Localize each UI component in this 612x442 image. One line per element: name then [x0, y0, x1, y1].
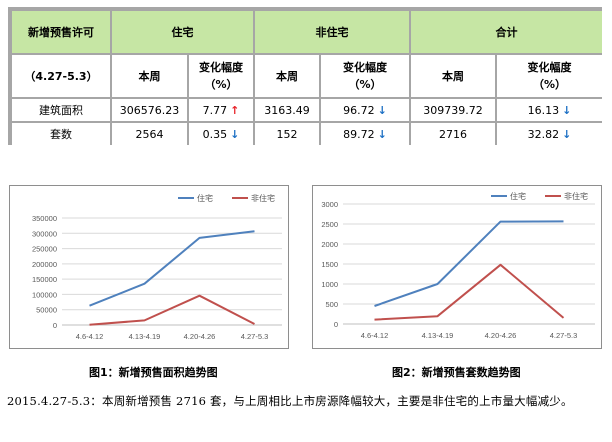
series-line-residential	[89, 230, 255, 307]
table-row: 套数 2564 0.35 ↓ 152 89.72 ↓ 2716 32.82 ↓	[12, 123, 602, 145]
legend-label: 住宅	[197, 193, 213, 203]
y-tick-label: 0	[334, 320, 338, 329]
cell-non-week-units: 152	[255, 123, 319, 145]
sub-header-change: 变化幅度 （%）	[497, 55, 602, 97]
cell-tot-change-area: 16.13 ↓	[497, 99, 602, 121]
group-header-residential: 住宅	[112, 11, 253, 53]
arrow-down-icon: ↓	[562, 127, 572, 141]
group-header-non-residential: 非住宅	[255, 11, 409, 53]
y-tick-label: 50000	[36, 306, 57, 315]
y-tick-label: 350000	[32, 214, 57, 223]
cell-res-week-units: 2564	[112, 123, 187, 145]
summary-text: 2015.4.27-5.3：本周新增预售 2716 套，与上周相比上市房源降幅较…	[7, 394, 573, 408]
stats-table-frame: 新增预售许可 住宅 非住宅 合计 （4.27-5.3） 本周 变化幅度 （%） 本…	[8, 7, 602, 145]
y-tick-label: 150000	[32, 275, 57, 284]
y-tick-label: 100000	[32, 290, 57, 299]
arrow-down-icon: ↓	[562, 103, 572, 117]
table-title: 新增预售许可	[12, 11, 110, 53]
cell-tot-change-units: 32.82 ↓	[497, 123, 602, 145]
y-tick-label: 250000	[32, 245, 57, 254]
cell-res-change-area: 7.77 ↑	[189, 99, 253, 121]
x-tick-label: 4.6-4.12	[76, 332, 104, 341]
x-tick-label: 4.27-5.3	[241, 332, 269, 341]
y-tick-label: 3000	[321, 200, 338, 209]
area-trend-chart: 0 50000 100000 150000 200000 250000 300000 3500…	[9, 185, 289, 349]
area-trend-chart-svg: 0 50000 100000 150000 200000 250000 300000 3500…	[32, 193, 282, 341]
cell-non-change-units: 89.72 ↓	[321, 123, 409, 145]
sub-header-change: 变化幅度 （%）	[189, 55, 253, 97]
legend-label: 非住宅	[564, 191, 588, 201]
row-label-area: 建筑面积	[12, 99, 110, 121]
table-period: （4.27-5.3）	[12, 55, 110, 97]
cell-res-change-units: 0.35 ↓	[189, 123, 253, 145]
sub-header-change: 变化幅度 （%）	[321, 55, 409, 97]
x-tick-label: 4.13-4.19	[422, 331, 454, 340]
presale-stats-table: 新增预售许可 住宅 非住宅 合计 （4.27-5.3） 本周 变化幅度 （%） 本…	[10, 9, 604, 147]
y-tick-label: 0	[53, 321, 57, 330]
cell-tot-week-units: 2716	[411, 123, 495, 145]
x-tick-label: 4.27-5.3	[550, 331, 578, 340]
series-line-non-residential	[89, 294, 255, 326]
cell-non-week-area: 3163.49	[255, 99, 319, 121]
sub-header-week: 本周	[112, 55, 187, 97]
group-header-total: 合计	[411, 11, 602, 53]
cell-res-week-area: 306576.23	[112, 99, 187, 121]
sub-header-week: 本周	[411, 55, 495, 97]
series-line-non-residential	[374, 263, 565, 321]
legend-label: 住宅	[510, 191, 526, 201]
chart-caption-units: 图2：新增预售套数趋势图	[392, 366, 521, 379]
y-tick-label: 2500	[321, 220, 338, 229]
arrow-up-icon: ↑	[230, 103, 240, 117]
units-trend-chart-svg: 0 500 1000 1500 2000 2500 3000 4.6-4.12 4.13-4.1…	[321, 191, 595, 340]
y-tick-label: 1000	[321, 280, 338, 289]
legend-label: 非住宅	[251, 193, 275, 203]
arrow-down-icon: ↓	[377, 103, 387, 117]
y-tick-label: 500	[325, 300, 338, 309]
cell-non-change-area: 96.72 ↓	[321, 99, 409, 121]
table-row: 建筑面积 306576.23 7.77 ↑ 3163.49 96.72 ↓ 3097…	[12, 99, 602, 121]
x-tick-label: 4.20-4.26	[184, 332, 216, 341]
series-line-residential	[374, 220, 564, 307]
arrow-down-icon: ↓	[377, 127, 387, 141]
y-tick-label: 300000	[32, 229, 57, 238]
y-tick-label: 2000	[321, 240, 338, 249]
x-tick-label: 4.13-4.19	[129, 332, 161, 341]
y-tick-label: 1500	[321, 260, 338, 269]
arrow-down-icon: ↓	[230, 127, 240, 141]
cell-tot-week-area: 309739.72	[411, 99, 495, 121]
row-label-units: 套数	[12, 123, 110, 145]
sub-header-week: 本周	[255, 55, 319, 97]
chart-caption-area: 图1：新增预售面积趋势图	[89, 366, 218, 379]
y-tick-label: 200000	[32, 260, 57, 269]
units-trend-chart: 0 500 1000 1500 2000 2500 3000 4.6-4.12 4.13-4.1…	[312, 185, 602, 349]
x-tick-label: 4.20-4.26	[485, 331, 517, 340]
x-tick-label: 4.6-4.12	[361, 331, 389, 340]
